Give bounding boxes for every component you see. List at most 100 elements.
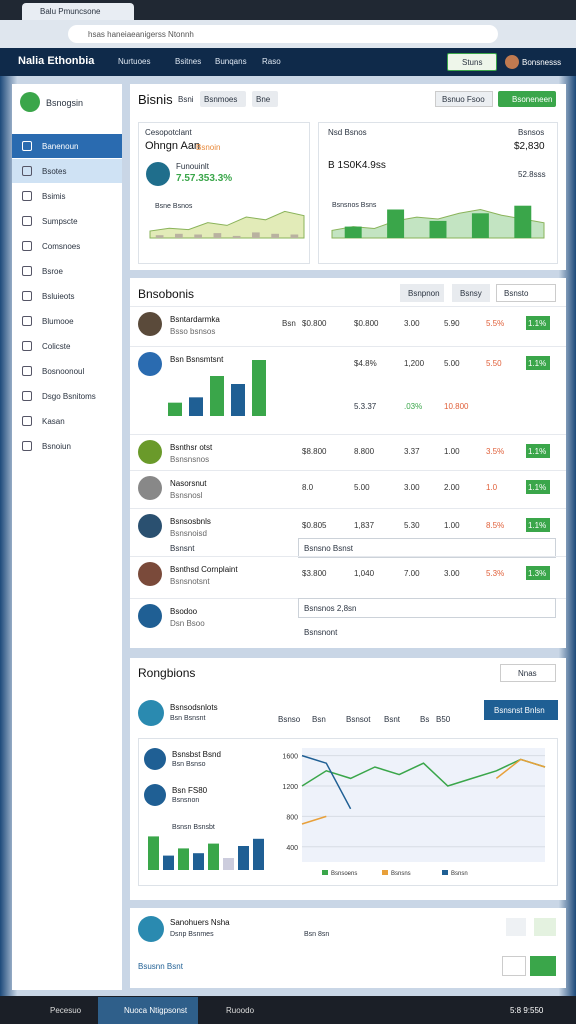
column-label: Bsnso — [278, 715, 301, 724]
chart — [168, 360, 266, 416]
row-cell: 8.5% — [486, 521, 505, 530]
card — [138, 122, 310, 264]
y-tick-label: 1200 — [282, 784, 298, 791]
bars-label: Bsnsn Bsnsbt — [172, 824, 215, 831]
row-name: Nasorsnut — [170, 479, 207, 488]
tab-label[interactable]: Bsni — [178, 95, 194, 104]
bar — [193, 853, 204, 870]
action-label[interactable]: Bsoneneen — [512, 95, 553, 104]
chart — [148, 836, 264, 870]
sidebar-item[interactable]: Bosnoonoul — [42, 367, 85, 376]
sidebar-item[interactable]: Bsimis — [42, 192, 66, 201]
sidebar-item[interactable]: Bsroe — [42, 267, 63, 276]
line — [301, 754, 352, 810]
row-divider — [130, 470, 566, 471]
row-cell: 5.90 — [444, 319, 460, 328]
row-avatar — [138, 604, 162, 628]
brand: Nalia Ethonbia — [18, 55, 95, 67]
sidebar-item[interactable]: Banenoun — [42, 142, 79, 151]
row-input — [298, 538, 556, 558]
item-sub: Bsn Bsnso — [172, 761, 206, 768]
row-extra: Bsnsnt — [170, 544, 195, 553]
row-cell: 1.00 — [444, 447, 460, 456]
bar — [471, 213, 489, 238]
bar — [429, 220, 447, 238]
tab-label[interactable]: Bne — [256, 95, 271, 104]
card-title: Bsnsos — [518, 128, 545, 137]
row-divider — [130, 346, 566, 347]
row-cell: 8.0 — [302, 483, 314, 492]
row-name: Bsntardarmka — [170, 315, 220, 324]
bar — [252, 360, 266, 416]
panel-title: Bnsobonis — [138, 287, 195, 301]
footer-link[interactable]: Bsusnn Bsnt — [138, 962, 183, 971]
card-value: $2,830 — [514, 141, 545, 152]
bar — [175, 233, 183, 238]
sidebar-item[interactable]: Bsluieots — [42, 292, 75, 301]
bar — [514, 205, 532, 238]
bar — [189, 397, 203, 416]
bar — [252, 232, 260, 238]
tab-bar — [0, 0, 576, 20]
sidebar-item[interactable]: Bsotes — [42, 167, 67, 176]
region-heading: Bsnsodsnlots — [170, 703, 218, 712]
row-cell: 1,200 — [404, 359, 425, 368]
region-button-label[interactable]: Bsnsnst Bnlsn — [494, 706, 545, 715]
nav-highlight — [12, 159, 122, 183]
action-label[interactable]: Bsnuo Fsoo — [442, 95, 485, 104]
input-text[interactable]: Bsnsno Bsnst — [304, 544, 353, 553]
row-avatar — [138, 352, 162, 376]
bar — [223, 858, 234, 870]
column-label: Bsnt — [384, 715, 401, 724]
url: hsas haneiaeanigerss Ntonnh — [88, 30, 194, 39]
nav-icon — [22, 266, 32, 276]
bar — [290, 234, 299, 238]
sidebar-item[interactable]: Dsgo Bsnitoms — [42, 392, 96, 401]
sidebar-item[interactable]: Sumpscte — [42, 217, 78, 226]
table-button-label[interactable]: Bsnsy — [460, 289, 482, 298]
table-button — [452, 284, 490, 302]
table-button — [400, 284, 444, 302]
bar — [178, 848, 189, 870]
sidebar — [12, 84, 122, 990]
nav-item[interactable]: Bunqans — [215, 57, 247, 66]
row-cell: 8.800 — [354, 447, 375, 456]
sidebar-item[interactable]: Blumooe — [42, 317, 74, 326]
row-cell: 1.1% — [528, 359, 547, 368]
bar — [168, 402, 182, 416]
row-cell: $0.800 — [302, 319, 327, 328]
row-cell: $8.800 — [302, 447, 327, 456]
sidebar-item[interactable]: Bsnoiun — [42, 442, 71, 451]
nav-item[interactable]: Raso — [262, 57, 281, 66]
card-title: Cesopotclant — [145, 128, 192, 137]
taskbar-app-label[interactable]: Ruoodo — [226, 1006, 255, 1015]
column-label: Bsnsot — [346, 715, 371, 724]
bar — [344, 226, 362, 238]
table-button-label[interactable]: Bsnpnon — [408, 289, 440, 298]
header-button — [447, 53, 497, 71]
sidebar-item[interactable]: Kasan — [42, 417, 65, 426]
row-cell: 10.800 — [444, 402, 469, 411]
input-text[interactable]: Bsnsnos 2,8sn — [304, 604, 357, 613]
row-sub: Bsnsnotsnt — [170, 577, 210, 586]
nav-icon — [22, 416, 32, 426]
panel-title: Rongbions — [138, 666, 196, 680]
table-button-label[interactable]: Bsnsto — [504, 289, 529, 298]
nav-item[interactable]: Bsitnes — [175, 57, 202, 66]
taskbar-app-label[interactable]: Nuoca Ntigpsonst — [124, 1006, 188, 1015]
region-sub: Bsn Bsnsnt — [170, 715, 206, 722]
dropdown-label[interactable]: Nnas — [518, 669, 537, 678]
tab-label[interactable]: Bsnmoes — [204, 95, 238, 104]
card-label: Funouinlt — [176, 162, 209, 171]
y-tick-label: 800 — [286, 814, 298, 821]
header-button-label[interactable]: Stuns — [462, 58, 483, 67]
nav-icon — [22, 441, 32, 451]
sidebar-item[interactable]: Comsnoes — [42, 242, 81, 251]
column-label: B50 — [436, 715, 451, 724]
nav-icon — [22, 366, 32, 376]
taskbar-app — [98, 997, 198, 1024]
nav-item[interactable]: Nurtuoes — [118, 57, 151, 66]
sidebar-item[interactable]: Colicste — [42, 342, 71, 351]
column-label: Bsn — [312, 715, 326, 724]
